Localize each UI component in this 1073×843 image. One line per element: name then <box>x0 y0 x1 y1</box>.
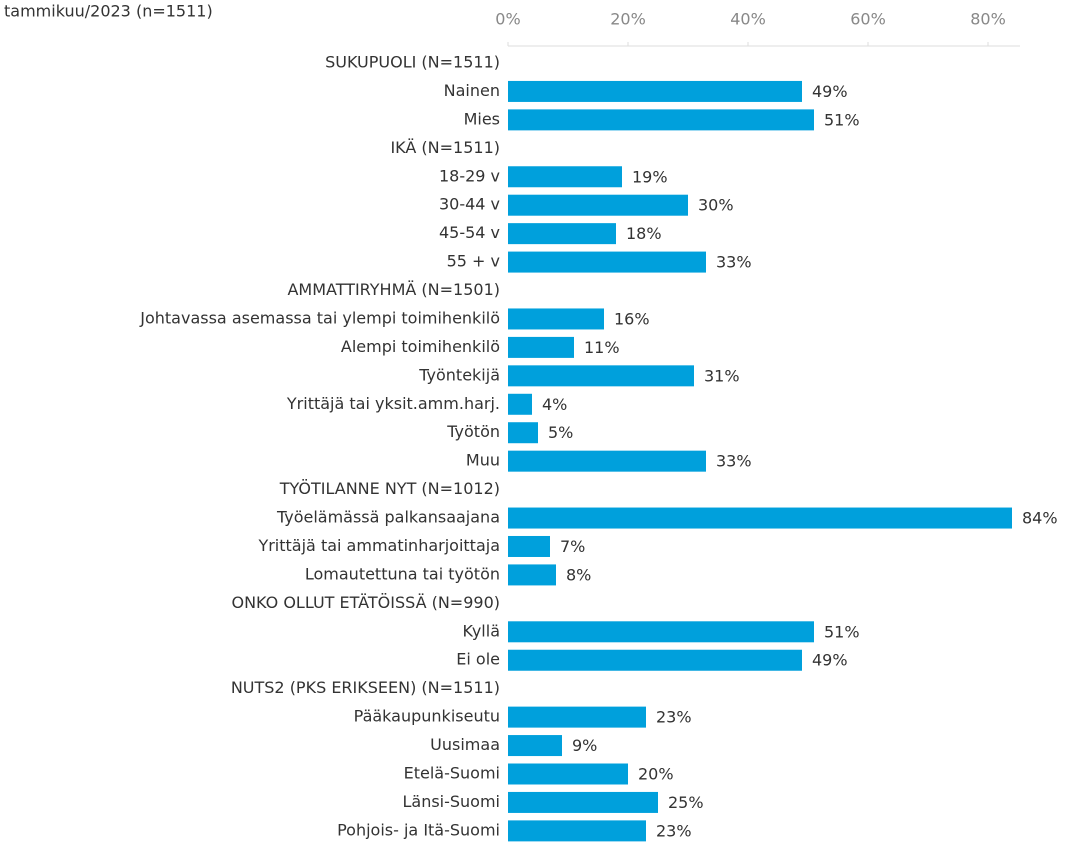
category-label: Nainen <box>444 81 500 100</box>
category-label: Etelä-Suomi <box>404 764 500 783</box>
value-label: 49% <box>812 82 848 101</box>
x-tick-label: 80% <box>970 10 1006 29</box>
bar <box>508 649 802 671</box>
category-label: Ei ole <box>456 650 500 669</box>
category-label: TYÖTILANNE NYT (N=1012) <box>279 479 500 498</box>
bar <box>508 735 562 757</box>
bar <box>508 507 1012 529</box>
category-label: 18-29 v <box>439 166 500 185</box>
category-label: Lomautettuna tai työtön <box>305 564 500 583</box>
chart-title: tammikuu/2023 (n=1511) <box>4 2 213 21</box>
bar <box>508 422 538 444</box>
category-label: Kyllä <box>463 621 501 640</box>
value-label: 51% <box>824 110 860 129</box>
category-label: SUKUPUOLI (N=1511) <box>325 53 500 72</box>
bar <box>508 393 532 415</box>
value-label: 33% <box>716 452 752 471</box>
value-label: 4% <box>542 395 567 414</box>
category-label: Muu <box>466 451 500 470</box>
category-label: Johtavassa asemassa tai ylempi toimihenk… <box>139 308 500 327</box>
bar <box>508 166 622 188</box>
x-tick-label: 60% <box>850 10 886 29</box>
category-label: NUTS2 (PKS ERIKSEEN) (N=1511) <box>231 678 500 697</box>
value-label: 16% <box>614 309 650 328</box>
value-label: 20% <box>638 765 674 784</box>
value-label: 23% <box>656 708 692 727</box>
category-label: Yrittäjä tai ammatinharjoittaja <box>257 536 500 555</box>
bar <box>508 706 646 728</box>
category-label: Yrittäjä tai yksit.amm.harj. <box>286 394 500 413</box>
category-label: Pohjois- ja Itä-Suomi <box>337 820 500 839</box>
category-label: Alempi toimihenkilö <box>341 337 500 356</box>
value-label: 19% <box>632 167 668 186</box>
bar <box>508 791 658 813</box>
x-tick-label: 20% <box>610 10 646 29</box>
value-label: 30% <box>698 196 734 215</box>
category-label: Uusimaa <box>430 735 500 754</box>
bar <box>508 621 814 643</box>
value-label: 23% <box>656 821 692 840</box>
value-label: 7% <box>560 537 585 556</box>
bar <box>508 251 706 273</box>
value-label: 31% <box>704 366 740 385</box>
bar <box>508 365 694 387</box>
bar <box>508 564 556 586</box>
bar <box>508 535 550 557</box>
value-label: 84% <box>1022 509 1058 528</box>
bar <box>508 308 604 330</box>
value-label: 25% <box>668 793 704 812</box>
category-label: Mies <box>464 109 500 128</box>
category-label: Työtön <box>446 422 500 441</box>
category-label: Länsi-Suomi <box>402 792 500 811</box>
bar <box>508 80 802 102</box>
category-label: Pääkaupunkiseutu <box>354 707 500 726</box>
category-label: ONKO OLLUT ETÄTÖISSÄ (N=990) <box>231 593 500 612</box>
category-label: 45-54 v <box>439 223 500 242</box>
category-label: Työntekijä <box>418 365 500 384</box>
value-label: 5% <box>548 423 573 442</box>
value-label: 8% <box>566 565 591 584</box>
value-label: 11% <box>584 338 620 357</box>
value-label: 9% <box>572 736 597 755</box>
bar <box>508 223 616 245</box>
category-label: Työelämässä palkansaajana <box>276 508 500 527</box>
value-label: 49% <box>812 651 848 670</box>
category-label: 30-44 v <box>439 195 500 214</box>
bar <box>508 109 814 131</box>
value-label: 51% <box>824 622 860 641</box>
bar <box>508 450 706 472</box>
value-label: 18% <box>626 224 662 243</box>
category-label: AMMATTIRYHMÄ (N=1501) <box>287 280 500 299</box>
category-label: 55 + v <box>447 252 500 271</box>
bar <box>508 820 646 842</box>
x-tick-label: 40% <box>730 10 766 29</box>
bar <box>508 336 574 358</box>
category-label: IKÄ (N=1511) <box>390 138 500 157</box>
x-tick-label: 0% <box>495 10 520 29</box>
value-label: 33% <box>716 253 752 272</box>
bar <box>508 763 628 785</box>
bar <box>508 194 688 216</box>
